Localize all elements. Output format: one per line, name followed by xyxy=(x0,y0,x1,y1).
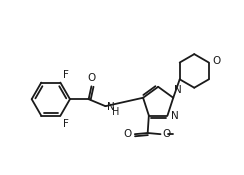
Text: F: F xyxy=(63,70,69,80)
Text: F: F xyxy=(63,118,69,128)
Text: N: N xyxy=(171,110,178,121)
Text: O: O xyxy=(212,56,220,66)
Text: O: O xyxy=(124,129,132,139)
Text: O: O xyxy=(87,73,96,83)
Text: H: H xyxy=(112,107,120,117)
Text: N: N xyxy=(174,85,182,95)
Text: O: O xyxy=(162,129,171,139)
Text: N: N xyxy=(107,102,115,112)
